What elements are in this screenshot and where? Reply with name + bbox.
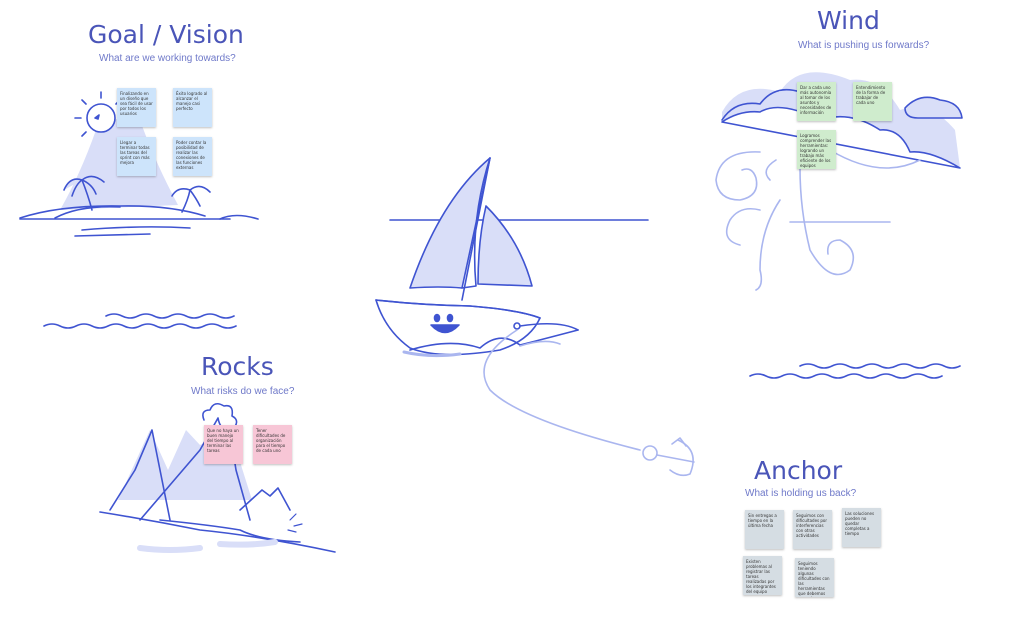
- sticky-note-rocks-1[interactable]: Que no haya un buen manejo del tiempo al…: [204, 425, 243, 464]
- anchor-subtitle: What is holding us back?: [745, 488, 857, 499]
- rocks-title: Rocks: [201, 352, 274, 381]
- rocks-subtitle: What risks do we face?: [191, 386, 295, 397]
- anchor-title: Anchor: [754, 456, 843, 485]
- sticky-note-goal-1[interactable]: Finalizando en un diseño que sea fácil d…: [117, 88, 156, 127]
- sticky-note-anchor-1[interactable]: Sin entregas a tiempo en la última fecha: [745, 510, 784, 549]
- sticky-note-wind-2[interactable]: Entendimiento de la forma de trabajar de…: [853, 82, 892, 121]
- anchor-illustration: [483, 329, 695, 477]
- wind-illustration: [715, 72, 963, 291]
- waves-left: [43, 313, 237, 329]
- sticky-note-anchor-5[interactable]: Seguimos teniendo algunas dificultades c…: [795, 558, 834, 597]
- sticky-note-rocks-2[interactable]: Tener dificultades de organización para …: [253, 425, 292, 464]
- sticky-note-goal-2[interactable]: Éxito logrado al alcanzar el manejo casi…: [173, 88, 212, 127]
- goal-title: Goal / Vision: [88, 20, 244, 49]
- sticky-note-wind-1[interactable]: Dar a cada uno más autonomía al tomar de…: [797, 82, 836, 121]
- wind-title: Wind: [817, 6, 880, 35]
- goal-subtitle: What are we working towards?: [99, 53, 236, 64]
- sticky-note-anchor-3[interactable]: Las soluciones pueden no quedar completa…: [842, 508, 881, 547]
- sticky-note-goal-4[interactable]: Poder contar la posibilidad de realizar …: [173, 137, 212, 176]
- waves-right: [749, 363, 961, 379]
- sticky-note-goal-3[interactable]: Llegar a terminar todas las tareas del s…: [117, 137, 156, 176]
- sticky-note-anchor-4[interactable]: Existen problemas al registrar las tarea…: [743, 556, 782, 595]
- sailboat-illustration: [375, 157, 649, 358]
- palm-tree-icon: [63, 175, 211, 213]
- sun-icon: [74, 91, 128, 137]
- wind-subtitle: What is pushing us forwards?: [798, 40, 930, 51]
- sticky-note-wind-3[interactable]: Logramos comprender las herramientas: lo…: [797, 130, 836, 169]
- sticky-note-anchor-2[interactable]: Seguimos con dificultades por interferen…: [793, 510, 832, 549]
